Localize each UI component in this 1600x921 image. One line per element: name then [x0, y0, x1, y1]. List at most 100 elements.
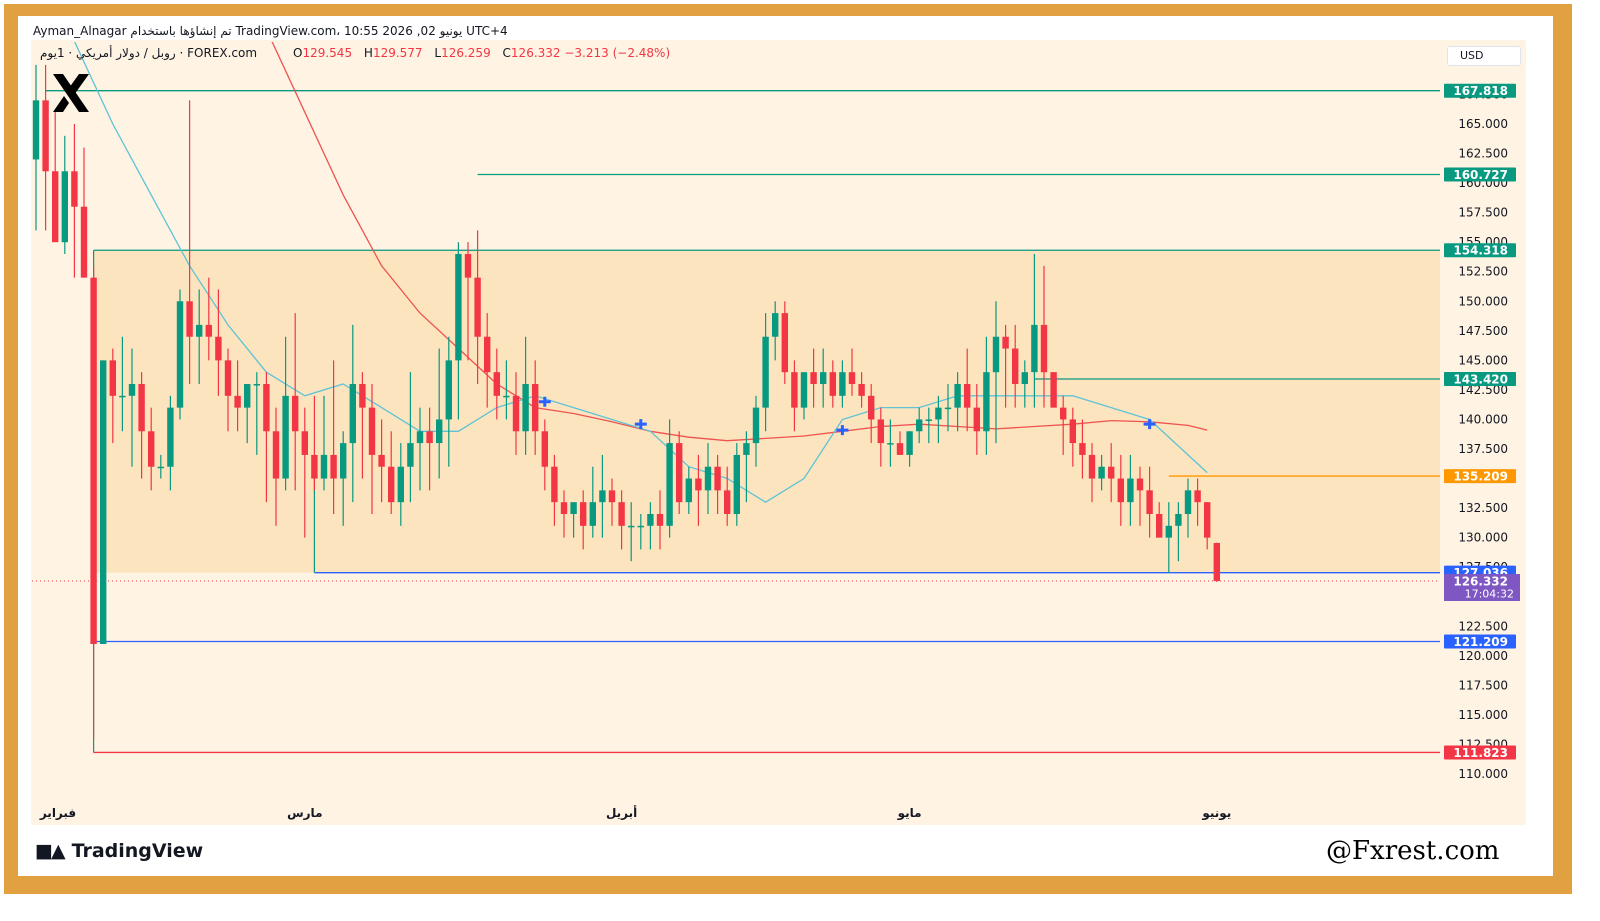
last-price-label: 126.332: [1453, 574, 1508, 588]
candle-body: [1069, 419, 1076, 444]
y-tick-label: 117.500: [1458, 678, 1508, 692]
ma-cross-marker: [836, 425, 849, 436]
last-price-badge: [1444, 573, 1520, 601]
candle-body: [234, 395, 241, 408]
candle-body: [1136, 478, 1144, 491]
level-badge-label: 143.420: [1453, 373, 1508, 387]
level-badge: [1444, 469, 1516, 484]
candle-body: [484, 336, 491, 373]
candle-body: [292, 395, 299, 432]
candle-body: [896, 443, 904, 455]
candle-body: [1088, 454, 1096, 479]
author-name: Ayman_Alnagar: [33, 24, 127, 38]
candle-body: [589, 502, 596, 526]
candle-body: [1040, 324, 1048, 373]
x-tick-label: يونيو: [1201, 806, 1231, 821]
tradingview-logo[interactable]: ■▲ TradingView: [35, 840, 203, 862]
level-badge: [1444, 745, 1516, 760]
candle-body: [1194, 490, 1201, 503]
candle-body: [359, 384, 366, 408]
candle-body: [71, 171, 78, 207]
candle-body: [1127, 478, 1134, 503]
candle-body: [282, 395, 289, 479]
candle-body: [1213, 543, 1220, 581]
y-tick-label: 157.500: [1458, 206, 1508, 220]
low-value: 126.259: [441, 46, 491, 60]
ma-cross-marker: [634, 419, 647, 430]
candle-body: [532, 384, 539, 432]
candle-body: [493, 372, 500, 396]
y-tick-label: 165.000: [1458, 117, 1508, 131]
candle-body: [839, 372, 846, 396]
candle-body: [301, 431, 308, 455]
candle-body: [570, 502, 577, 514]
candle-body: [1204, 502, 1211, 538]
candle-body: [167, 407, 174, 467]
candle-body: [224, 360, 232, 396]
level-badge-label: 160.727: [1453, 168, 1508, 182]
candle-body: [512, 395, 520, 432]
y-tick-label: 147.500: [1458, 324, 1508, 338]
y-tick-label: 122.500: [1458, 619, 1508, 633]
candle-body: [1098, 466, 1105, 479]
candle-body: [829, 372, 836, 396]
candle-body: [455, 254, 462, 361]
x-tick-label: مايو: [897, 806, 922, 821]
candle-body: [349, 384, 356, 444]
level-badge: [1444, 167, 1516, 182]
high-key: H: [363, 46, 373, 60]
candle-body: [820, 372, 827, 384]
candle-body: [100, 360, 107, 644]
tradingview-mark-icon: ■▲: [35, 840, 66, 862]
open-key: O: [293, 46, 303, 60]
candle-body: [109, 360, 116, 396]
candle-body: [119, 395, 126, 398]
candle-body: [848, 372, 856, 384]
symbol-line[interactable]: روبل / دولار أمريكي · 1يوم · FOREX.com: [40, 46, 258, 60]
candle-body: [1108, 466, 1115, 479]
level-badge: [1444, 83, 1516, 98]
candle-body: [378, 454, 385, 467]
candle-body: [61, 171, 68, 243]
candle-body: [148, 431, 155, 467]
low-key: L: [434, 46, 442, 60]
watermark-text: @Fxrest.com: [1326, 836, 1500, 866]
candle-body: [1012, 348, 1019, 384]
ma-cross-marker: [1143, 419, 1156, 430]
candle-body: [628, 525, 635, 528]
candle-body: [887, 443, 894, 445]
candle-body: [551, 466, 558, 503]
close-key: C: [502, 46, 511, 60]
candle-body: [1146, 490, 1153, 514]
candle-body: [925, 419, 932, 421]
candle-body: [541, 431, 548, 467]
made-with-text: تم إنشاؤها باستخدام TradingView.com، 10:…: [130, 24, 508, 38]
level-badge-label: 111.823: [1453, 746, 1508, 760]
candle-body: [42, 100, 49, 172]
y-tick-label: 152.500: [1458, 265, 1508, 279]
candle-body: [1165, 525, 1172, 538]
candle-body: [647, 514, 654, 526]
candle-body: [464, 254, 472, 278]
candle-body: [743, 443, 750, 455]
candle-body: [714, 466, 721, 491]
candle-body: [656, 514, 664, 526]
y-tick-label: 110.000: [1458, 767, 1508, 781]
candle-body: [935, 407, 942, 420]
candle-body: [762, 336, 769, 408]
candle-body: [32, 100, 40, 160]
close-value: 126.332 −3.213 (−2.48%): [510, 46, 671, 60]
candle-body: [1002, 336, 1009, 349]
candle-body: [205, 324, 212, 337]
candle-body: [311, 454, 318, 479]
y-tick-label: 120.000: [1458, 649, 1508, 663]
candle-body: [695, 478, 702, 491]
candle-body: [704, 466, 712, 491]
level-badge: [1444, 634, 1516, 649]
candle-body: [868, 395, 875, 420]
currency-button[interactable]: USD: [1447, 46, 1521, 66]
candle-body: [1031, 324, 1038, 373]
candle-body: [436, 419, 443, 444]
level-badge: [1444, 372, 1516, 387]
